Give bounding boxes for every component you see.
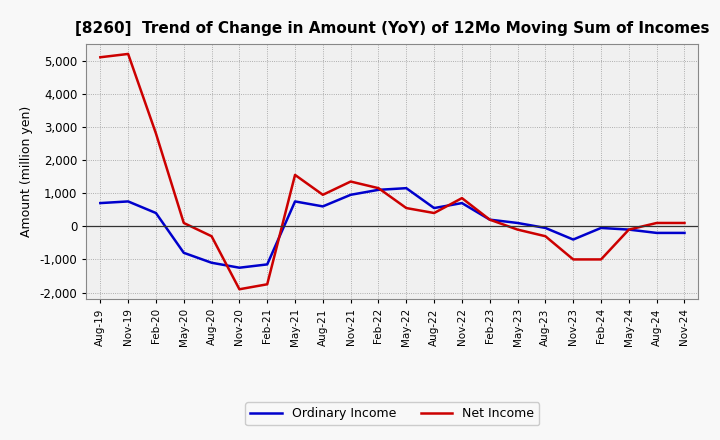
Ordinary Income — [652, 230, 661, 235]
Net Income — [235, 286, 243, 292]
Net Income — [179, 220, 188, 226]
Ordinary Income — [346, 192, 355, 198]
Net Income — [263, 282, 271, 287]
Net Income — [513, 227, 522, 232]
Net Income — [458, 195, 467, 201]
Ordinary Income — [374, 187, 383, 192]
Net Income — [541, 234, 550, 239]
Ordinary Income — [207, 260, 216, 265]
Net Income — [207, 234, 216, 239]
Ordinary Income — [430, 205, 438, 211]
Ordinary Income — [318, 204, 327, 209]
Ordinary Income — [291, 199, 300, 204]
Ordinary Income — [485, 217, 494, 222]
Ordinary Income — [235, 265, 243, 270]
Net Income — [652, 220, 661, 226]
Line: Ordinary Income: Ordinary Income — [100, 188, 685, 268]
Line: Net Income: Net Income — [100, 54, 685, 289]
Ordinary Income — [402, 186, 410, 191]
Net Income — [597, 257, 606, 262]
Net Income — [96, 55, 104, 60]
Net Income — [318, 192, 327, 198]
Net Income — [624, 227, 633, 232]
Title: [8260]  Trend of Change in Amount (YoY) of 12Mo Moving Sum of Incomes: [8260] Trend of Change in Amount (YoY) o… — [75, 21, 710, 36]
Net Income — [485, 217, 494, 222]
Net Income — [124, 51, 132, 57]
Ordinary Income — [96, 201, 104, 206]
Net Income — [152, 131, 161, 136]
Ordinary Income — [569, 237, 577, 242]
Legend: Ordinary Income, Net Income: Ordinary Income, Net Income — [246, 403, 539, 425]
Ordinary Income — [680, 230, 689, 235]
Ordinary Income — [624, 227, 633, 232]
Ordinary Income — [263, 262, 271, 267]
Net Income — [346, 179, 355, 184]
Y-axis label: Amount (million yen): Amount (million yen) — [19, 106, 32, 237]
Ordinary Income — [513, 220, 522, 226]
Net Income — [374, 186, 383, 191]
Ordinary Income — [179, 250, 188, 256]
Net Income — [680, 220, 689, 226]
Net Income — [291, 172, 300, 178]
Ordinary Income — [152, 210, 161, 216]
Ordinary Income — [124, 199, 132, 204]
Ordinary Income — [597, 225, 606, 231]
Net Income — [402, 205, 410, 211]
Ordinary Income — [458, 201, 467, 206]
Net Income — [569, 257, 577, 262]
Ordinary Income — [541, 225, 550, 231]
Net Income — [430, 210, 438, 216]
